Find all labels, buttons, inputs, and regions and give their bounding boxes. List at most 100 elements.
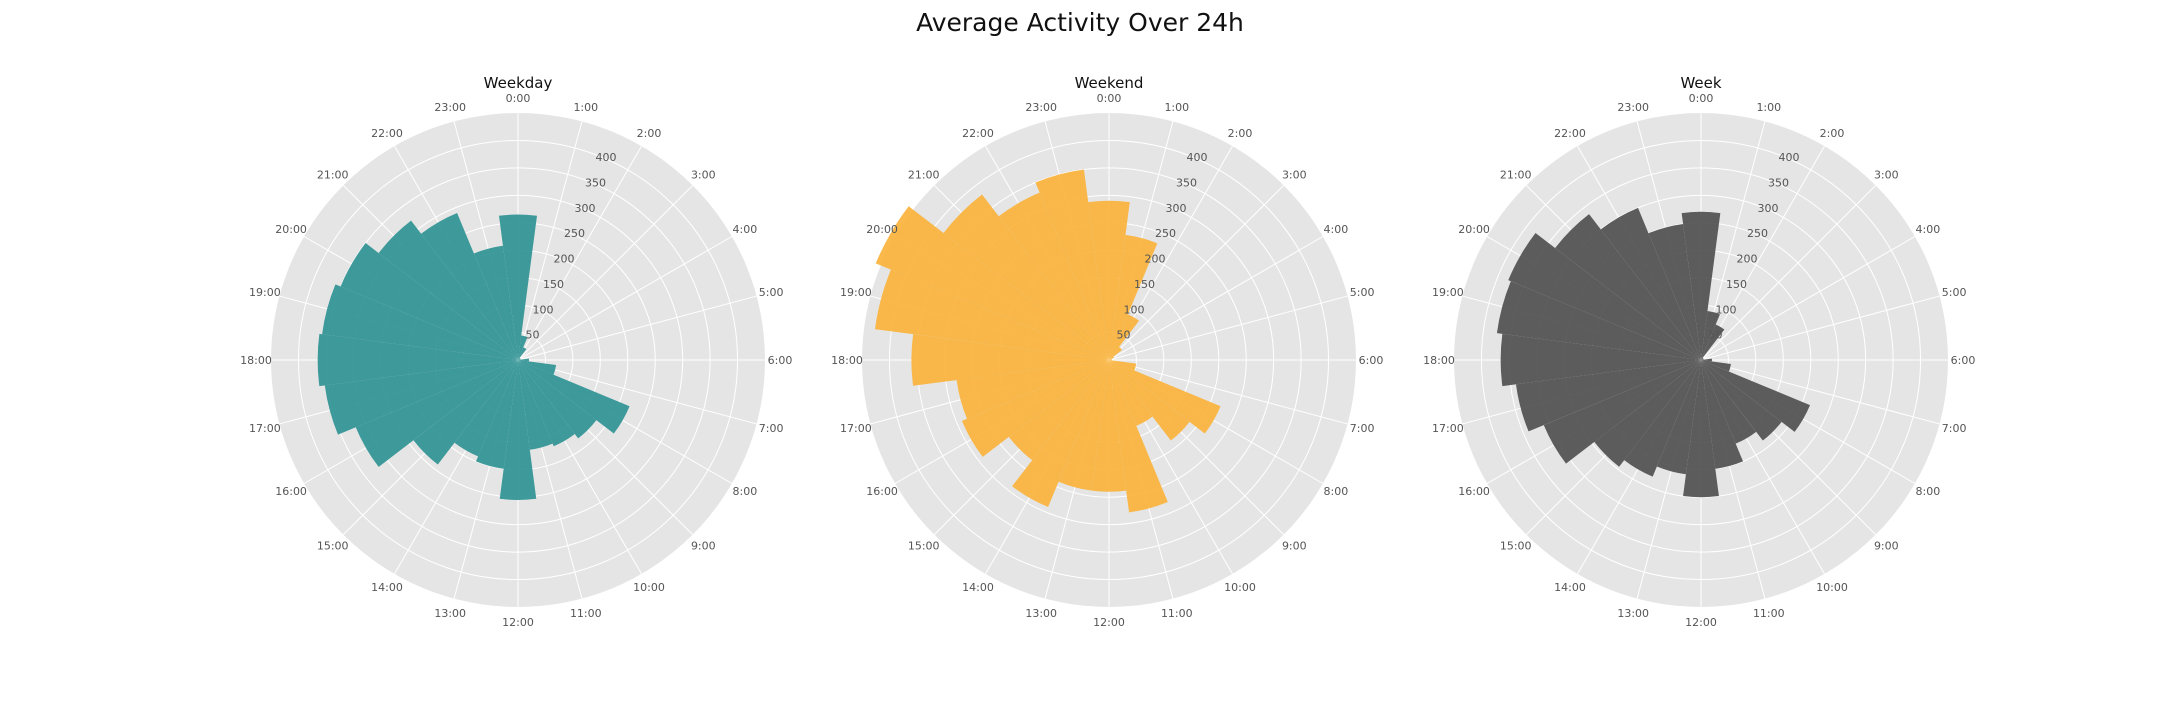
hour-tick-label: 12:00	[502, 616, 534, 629]
radial-tick-label: 250	[564, 227, 585, 240]
hour-tick-label: 1:00	[1164, 101, 1189, 114]
bar-8-00	[518, 360, 630, 434]
hour-tick-label: 3:00	[1874, 169, 1899, 182]
hour-tick-label: 10:00	[1816, 581, 1848, 594]
radial-tick-label: 300	[1758, 202, 1779, 215]
radial-tick-label: 100	[1124, 303, 1145, 316]
hour-tick-label: 15:00	[908, 539, 940, 552]
bar-4-00	[1701, 358, 1704, 360]
bar-12-00	[1683, 360, 1719, 498]
bar-21-00	[943, 194, 1109, 360]
hour-tick-label: 11:00	[570, 607, 602, 620]
radial-tick-label: 150	[1134, 278, 1155, 291]
hour-tick-label: 5:00	[1942, 286, 1967, 299]
hour-tick-label: 23:00	[1025, 101, 1057, 114]
hour-tick-label: 19:00	[249, 286, 281, 299]
bar-5-00	[518, 358, 521, 360]
hour-tick-label: 13:00	[1025, 607, 1057, 620]
hour-tick-label: 5:00	[759, 286, 784, 299]
bar-6-00	[518, 358, 529, 362]
radial-tick-label: 200	[1737, 253, 1758, 266]
bar-9-00	[518, 360, 597, 439]
bar-9-00	[1109, 360, 1190, 441]
radial-gridline	[1700, 184, 1877, 361]
radial-gridline	[1108, 184, 1285, 361]
hour-tick-label: 20:00	[866, 223, 898, 236]
hour-tick-label: 0:00	[1097, 92, 1122, 105]
polar-chart-1: 50 100 150 200 250 300 350 400 0:00 1:00 2:00 3:00 4…	[240, 74, 792, 629]
hour-tick-label: 21:00	[1500, 169, 1532, 182]
radial-tick-label: 200	[554, 253, 575, 266]
hour-tick-label: 2:00	[1228, 127, 1253, 140]
radial-tick-label: 350	[1176, 177, 1197, 190]
radial-gridline	[1700, 236, 1916, 361]
hour-tick-label: 7:00	[1350, 422, 1375, 435]
bar-7-00	[1701, 360, 1731, 372]
bar-13-00	[1058, 360, 1109, 491]
hour-tick-label: 18:00	[831, 354, 863, 367]
hour-tick-label: 19:00	[840, 286, 872, 299]
bar-3-00	[518, 357, 521, 360]
hour-tick-label: 2:00	[637, 127, 662, 140]
bar-19-00	[875, 269, 1109, 360]
hour-tick-label: 5:00	[1350, 286, 1375, 299]
radial-gridline	[1108, 236, 1324, 361]
hour-tick-label: 22:00	[1554, 127, 1586, 140]
hour-tick-label: 17:00	[1432, 422, 1464, 435]
bar-4-00	[518, 358, 521, 360]
bar-11-00	[1109, 360, 1168, 513]
radial-gridline	[517, 295, 757, 361]
radial-tick-label: 50	[1117, 329, 1131, 342]
bar-20-00	[340, 243, 518, 360]
bar-13-00	[1656, 360, 1701, 475]
hour-tick-label: 16:00	[1458, 485, 1490, 498]
hour-tick-label: 14:00	[371, 581, 403, 594]
hour-tick-label: 15:00	[317, 539, 349, 552]
radial-tick-label: 100	[1716, 303, 1737, 316]
bar-10-00	[518, 360, 575, 447]
radial-grid-ring	[1480, 139, 1922, 581]
radial-tick-label: 200	[1145, 253, 1166, 266]
radial-gridline	[517, 145, 642, 361]
radial-tick-label: 250	[1747, 227, 1768, 240]
bar-2-00	[1109, 314, 1140, 360]
bar-22-00	[1600, 207, 1701, 360]
hour-tick-label: 11:00	[1161, 607, 1193, 620]
hour-tick-label: 21:00	[317, 169, 349, 182]
bar-22-00	[998, 192, 1109, 360]
radial-tick-label: 350	[1768, 177, 1789, 190]
radial-tick-label: 250	[1155, 227, 1176, 240]
radial-gridline	[517, 184, 694, 361]
bar-18-00	[317, 333, 518, 387]
hour-tick-label: 11:00	[1753, 607, 1785, 620]
hour-tick-label: 22:00	[962, 127, 994, 140]
radial-gridline	[517, 236, 733, 361]
hour-tick-label: 23:00	[1617, 101, 1649, 114]
hour-tick-label: 22:00	[371, 127, 403, 140]
bar-1-00	[1109, 234, 1158, 360]
bar-23-00	[1648, 223, 1701, 360]
bar-15-00	[1594, 360, 1701, 467]
bar-21-00	[1555, 214, 1701, 360]
bar-15-00	[413, 360, 518, 465]
hour-tick-label: 10:00	[633, 581, 665, 594]
bar-7-00	[518, 360, 557, 375]
hour-tick-label: 3:00	[691, 169, 716, 182]
hour-tick-label: 7:00	[1942, 422, 1967, 435]
hour-tick-label: 0:00	[1689, 92, 1714, 105]
hour-tick-label: 13:00	[1617, 607, 1649, 620]
bar-14-00	[454, 360, 518, 457]
radial-grid-ring	[297, 139, 739, 581]
radial-grid-ring	[888, 139, 1330, 581]
bar-1-00	[518, 335, 528, 360]
bar-1-00	[1701, 311, 1720, 360]
hour-tick-label: 9:00	[1282, 539, 1307, 552]
bar-17-00	[324, 360, 518, 435]
hour-tick-label: 20:00	[1458, 223, 1490, 236]
hour-tick-label: 8:00	[733, 485, 758, 498]
radial-gridline	[517, 359, 757, 425]
hour-tick-label: 21:00	[908, 169, 940, 182]
radial-gridline	[1108, 359, 1348, 425]
radial-tick-label: 50	[526, 329, 540, 342]
